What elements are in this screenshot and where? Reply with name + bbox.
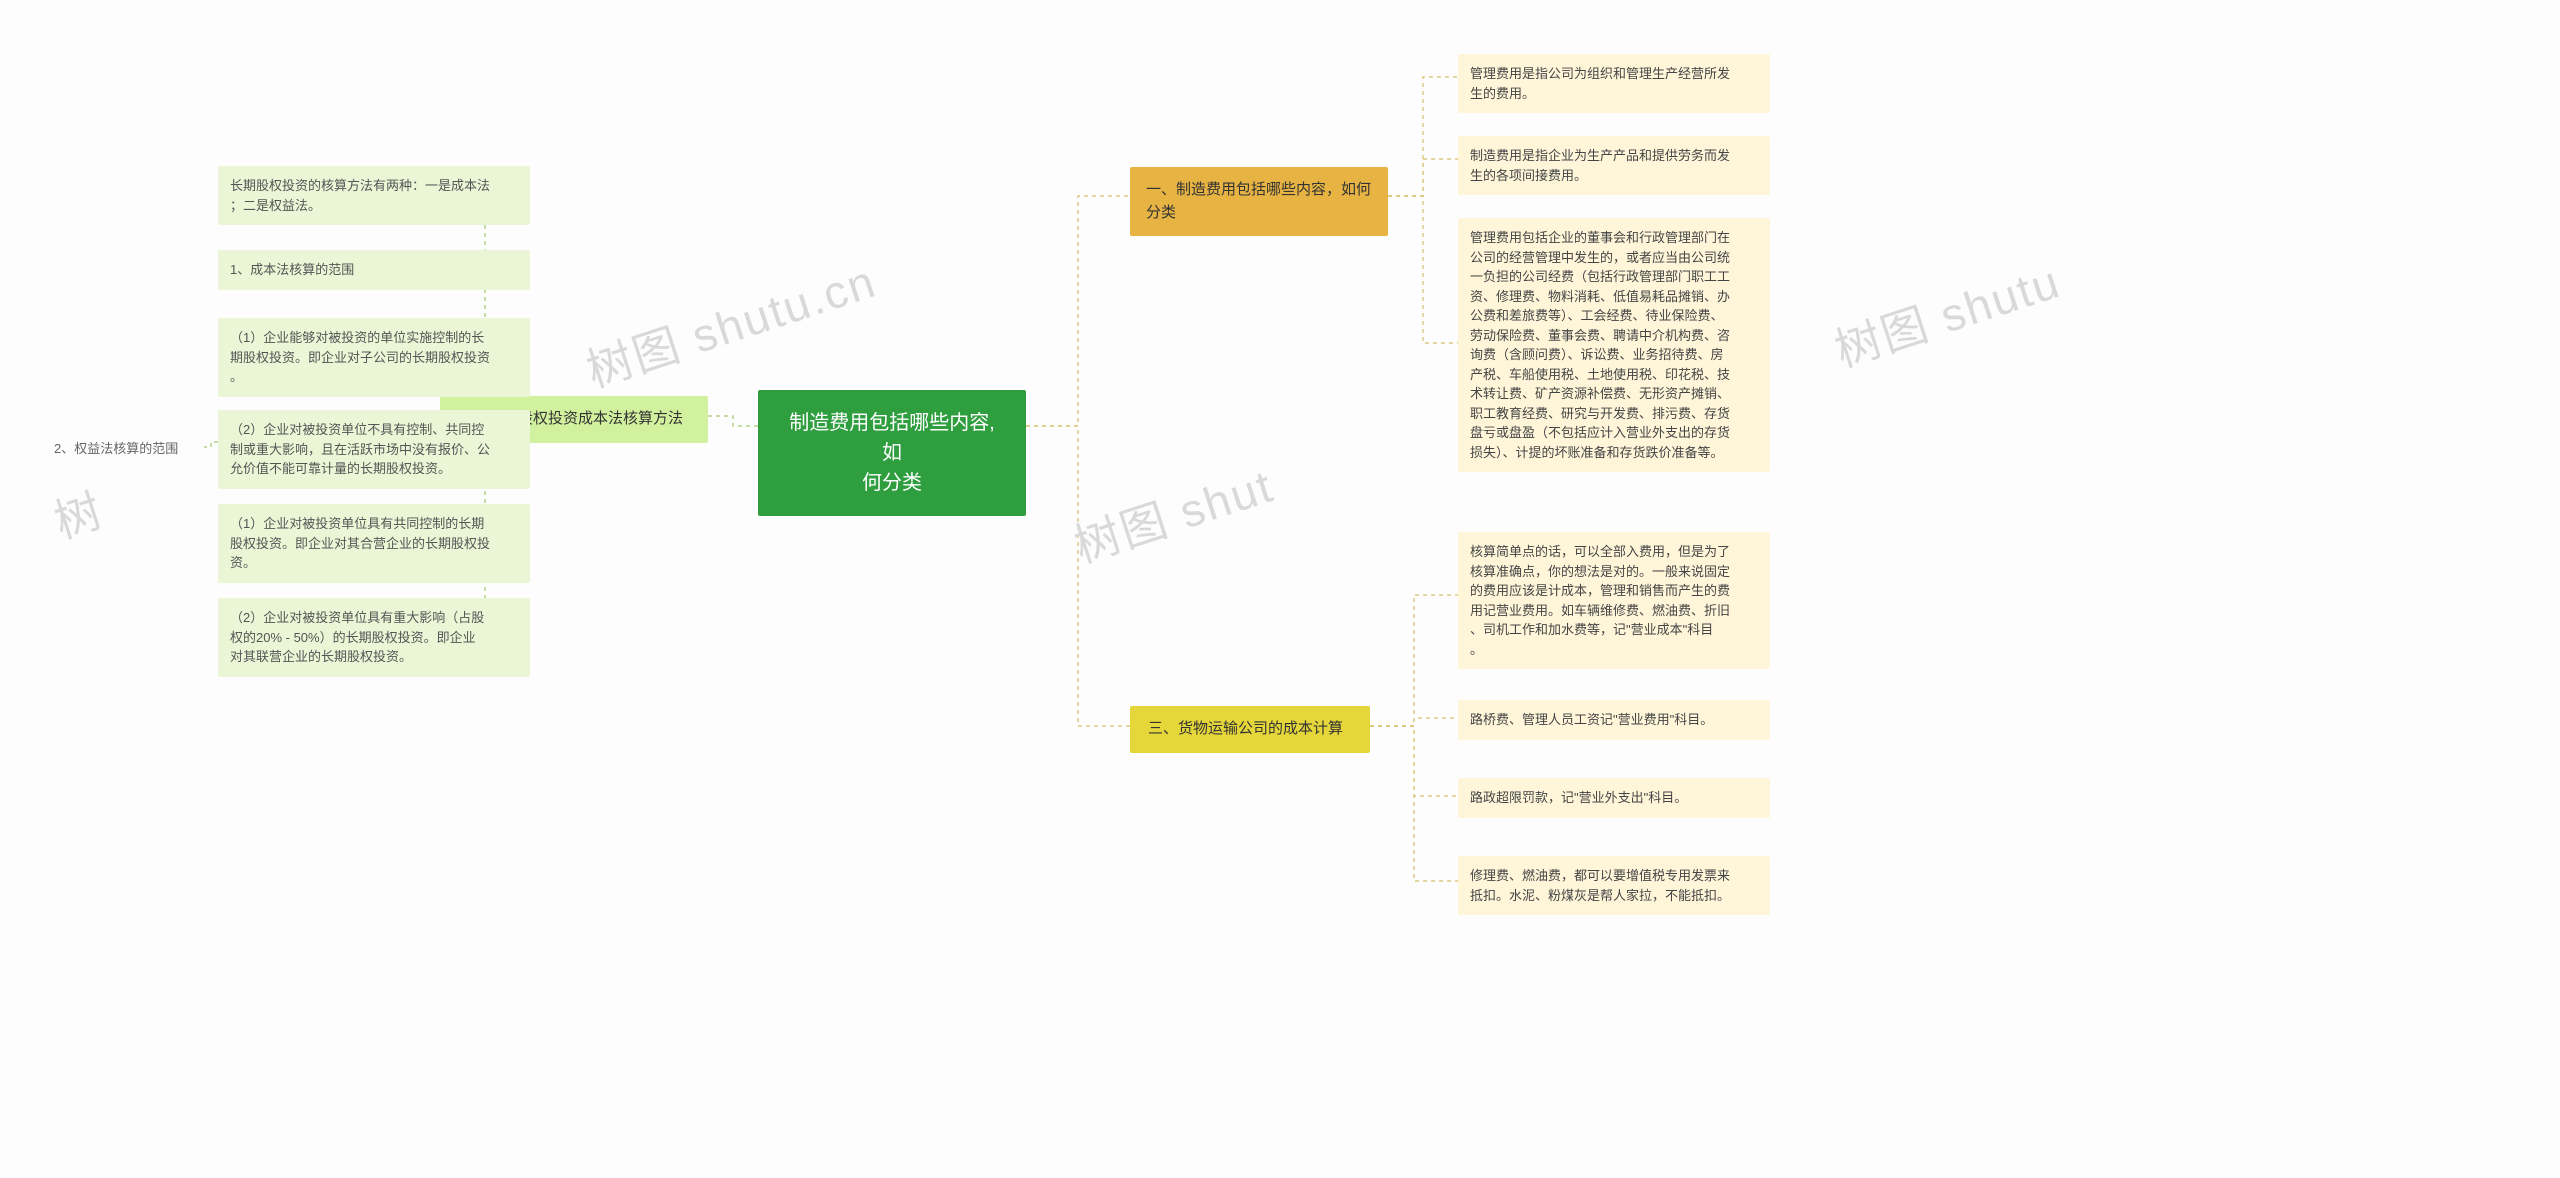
leaf-label: （1）企业对被投资单位具有共同控制的长期股权投资。即企业对其合营企业的长期股权投… [230,516,490,570]
watermark: 树图 shut [1065,450,1281,576]
leaf-right[interactable]: 管理费用包括企业的董事会和行政管理部门在公司的经营管理中发生的，或者应当由公司统… [1458,218,1770,472]
branch-right-3[interactable]: 三、货物运输公司的成本计算 [1130,706,1370,753]
branch-label: 一、制造费用包括哪些内容，如何分类 [1146,181,1371,221]
leaf-label: 管理费用是指公司为组织和管理生产经营所发生的费用。 [1470,66,1730,101]
watermark: 树图 shutu [1826,246,2068,381]
leaf-right[interactable]: 管理费用是指公司为组织和管理生产经营所发生的费用。 [1458,54,1770,113]
leaf-left[interactable]: （2）企业对被投资单位具有重大影响（占股权的20% - 50%）的长期股权投资。… [218,598,530,677]
leaf-right[interactable]: 修理费、燃油费，都可以要增值税专用发票来抵扣。水泥、粉煤灰是帮人家拉，不能抵扣。 [1458,856,1770,915]
branch-label: 三、货物运输公司的成本计算 [1148,720,1343,737]
leaf-label: 2、权益法核算的范围 [54,441,178,456]
leaf-label: （2）企业对被投资单位不具有控制、共同控制或重大影响，且在活跃市场中没有报价、公… [230,422,490,476]
leaf-label: 1、成本法核算的范围 [230,262,354,277]
leaf-left[interactable]: （2）企业对被投资单位不具有控制、共同控制或重大影响，且在活跃市场中没有报价、公… [218,410,530,489]
leaf-label: 路政超限罚款，记"营业外支出"科目。 [1470,790,1687,805]
leaf-label: （1）企业能够对被投资的单位实施控制的长期股权投资。即企业对子公司的长期股权投资… [230,330,490,384]
leaf-label: 修理费、燃油费，都可以要增值税专用发票来抵扣。水泥、粉煤灰是帮人家拉，不能抵扣。 [1470,868,1730,903]
leaf-left[interactable]: 1、成本法核算的范围 [218,250,530,290]
leaf-left[interactable]: 长期股权投资的核算方法有两种：一是成本法；二是权益法。 [218,166,530,225]
mindmap-canvas: 制造费用包括哪些内容,如何分类 一、制造费用包括哪些内容，如何分类 管理费用是指… [0,0,2560,1178]
leaf-label: 制造费用是指企业为生产产品和提供劳务而发生的各项间接费用。 [1470,148,1730,183]
branch-right-1[interactable]: 一、制造费用包括哪些内容，如何分类 [1130,167,1388,236]
watermark: 树 [45,474,111,552]
leaf-right[interactable]: 制造费用是指企业为生产产品和提供劳务而发生的各项间接费用。 [1458,136,1770,195]
leaf-left-grandchild[interactable]: 2、权益法核算的范围 [54,435,204,463]
root-node[interactable]: 制造费用包括哪些内容,如何分类 [758,390,1026,516]
leaf-left[interactable]: （1）企业对被投资单位具有共同控制的长期股权投资。即企业对其合营企业的长期股权投… [218,504,530,583]
watermark: 树图 shutu.cn [577,245,883,401]
leaf-label: （2）企业对被投资单位具有重大影响（占股权的20% - 50%）的长期股权投资。… [230,610,484,664]
leaf-label: 长期股权投资的核算方法有两种：一是成本法；二是权益法。 [230,178,490,213]
leaf-right[interactable]: 核算简单点的话，可以全部入费用，但是为了核算准确点，你的想法是对的。一般来说固定… [1458,532,1770,669]
leaf-label: 管理费用包括企业的董事会和行政管理部门在公司的经营管理中发生的，或者应当由公司统… [1470,230,1730,460]
leaf-right[interactable]: 路政超限罚款，记"营业外支出"科目。 [1458,778,1770,818]
root-label: 制造费用包括哪些内容,如何分类 [789,412,995,494]
leaf-right[interactable]: 路桥费、管理人员工资记"营业费用"科目。 [1458,700,1770,740]
leaf-left[interactable]: （1）企业能够对被投资的单位实施控制的长期股权投资。即企业对子公司的长期股权投资… [218,318,530,397]
leaf-label: 核算简单点的话，可以全部入费用，但是为了核算准确点，你的想法是对的。一般来说固定… [1470,544,1730,657]
leaf-label: 路桥费、管理人员工资记"营业费用"科目。 [1470,712,1713,727]
